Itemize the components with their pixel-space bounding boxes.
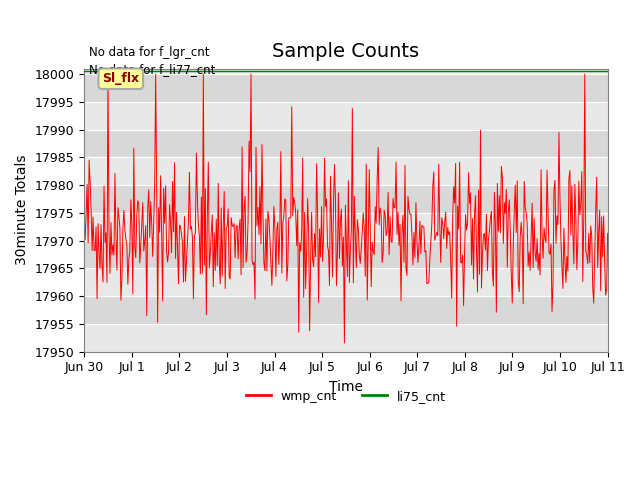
Bar xyxy=(84,240,607,268)
Bar xyxy=(84,296,607,324)
Bar xyxy=(84,213,607,240)
Title: Sample Counts: Sample Counts xyxy=(273,42,419,61)
Bar xyxy=(84,130,607,157)
Legend: wmp_cnt, li75_cnt: wmp_cnt, li75_cnt xyxy=(241,384,451,408)
Bar xyxy=(84,102,607,130)
Text: Sl_flx: Sl_flx xyxy=(102,72,140,85)
Bar xyxy=(84,157,607,185)
Bar xyxy=(84,74,607,102)
Bar xyxy=(84,268,607,296)
X-axis label: Time: Time xyxy=(329,380,363,394)
Bar xyxy=(84,185,607,213)
Y-axis label: 30minute Totals: 30minute Totals xyxy=(15,155,29,265)
Text: No data for f_lgr_cnt: No data for f_lgr_cnt xyxy=(90,46,210,59)
Bar xyxy=(84,324,607,351)
Text: No data for f_li77_cnt: No data for f_li77_cnt xyxy=(90,63,216,76)
